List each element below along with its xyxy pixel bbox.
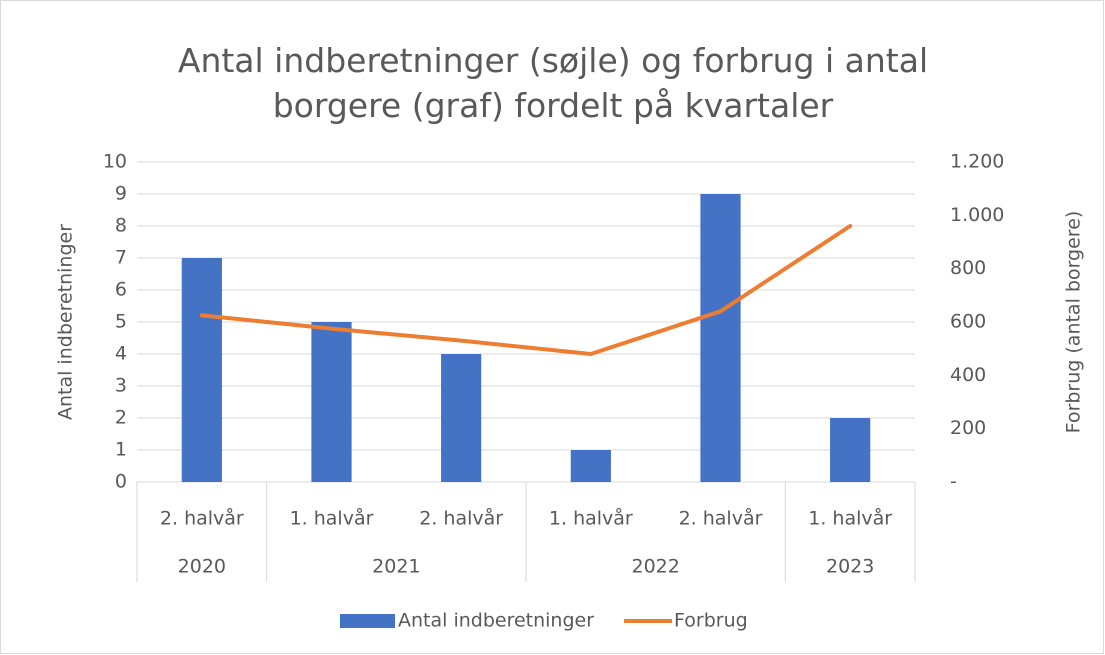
bar [830,418,871,482]
y-tick-label: 9 [115,183,127,205]
legend-swatch [340,614,395,628]
y-tick-label: 1 [115,439,127,461]
legend-label: Forbrug [674,610,748,632]
y-tick-label: 3 [115,375,127,397]
y-tick-label: 5 [115,311,127,333]
y-tick-label: 8 [115,215,127,237]
chart-title: Antal indberetninger (søjle) og forbrug … [177,41,929,125]
y2-tick-label: 200 [950,417,986,439]
x-tick-label: 2. halvår [160,507,244,530]
x-tick-label: 1. halvår [549,507,633,530]
bar [570,450,611,482]
y2-tick-label: 1.000 [950,204,1004,226]
bar [700,194,741,482]
y2-axis-title: Forbrug (antal borgere) [1063,211,1085,434]
line [199,224,853,356]
x-tick-label: 2. halvår [679,507,763,530]
y2-tick-label: 600 [950,311,986,333]
x-tick-label: 1. halvår [808,507,892,530]
x-group-label: 2021 [372,556,420,578]
bar [311,322,352,482]
y2-tick-label: 400 [950,364,986,386]
y-tick-label: 10 [103,151,127,173]
y-tick-label: 7 [115,247,127,269]
y-tick-label: 2 [115,407,127,429]
y2-tick-label: 800 [950,257,986,279]
y-tick-label: 0 [115,471,127,493]
x-group-label: 2023 [826,556,874,578]
x-tick-label: 1. halvår [290,507,374,530]
bar [441,354,482,482]
bar [181,258,222,482]
x-group-label: 2020 [178,556,226,578]
y2-tick-label: 1.200 [950,151,1004,173]
y-axis-title: Antal indberetninger [55,224,77,420]
legend-label: Antal indberetninger [398,610,594,632]
x-group-label: 2022 [631,556,679,578]
y-tick-label: 6 [115,279,127,301]
y2-tick-label: - [950,471,957,493]
y-tick-label: 4 [115,343,127,365]
x-tick-label: 2. halvår [419,507,503,530]
